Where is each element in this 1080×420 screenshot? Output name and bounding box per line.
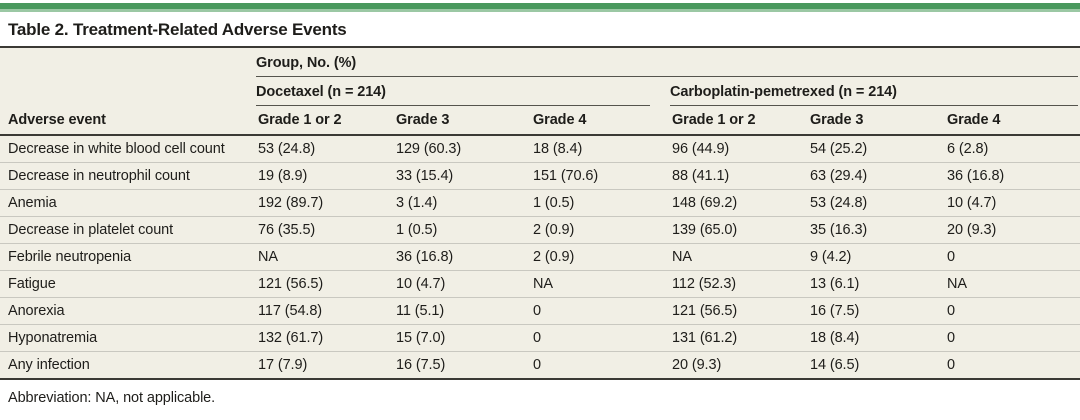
arm-carboplatin-label: Carboplatin-pemetrexed (n = 214) xyxy=(670,77,1079,106)
table-title: Table 2. Treatment-Related Adverse Event… xyxy=(0,12,1080,48)
arm-header-row: Docetaxel (n = 214) Carboplatin-pemetrex… xyxy=(0,77,1080,106)
table-row: Decrease in neutrophil count 19 (8.9) 33… xyxy=(0,162,1080,190)
cell-value: 18 (8.4) xyxy=(523,135,662,163)
column-header-grade-1or2-docetaxel: Grade 1 or 2 xyxy=(248,106,386,136)
cell-value: 16 (7.5) xyxy=(800,297,937,325)
cell-value: 14 (6.5) xyxy=(800,351,937,380)
cell-value: 131 (61.2) xyxy=(662,324,800,352)
cell-value: 6 (2.8) xyxy=(937,135,1080,163)
column-header-grade-3-docetaxel: Grade 3 xyxy=(386,106,523,136)
cell-value: 0 xyxy=(523,324,662,352)
cell-value: 53 (24.8) xyxy=(248,135,386,163)
cell-value: 63 (29.4) xyxy=(800,162,937,190)
column-header-adverse-event: Adverse event xyxy=(0,106,248,136)
cell-value: 121 (56.5) xyxy=(662,297,800,325)
cell-value: 0 xyxy=(937,324,1080,352)
cell-value: 16 (7.5) xyxy=(386,351,523,380)
column-header-grade-4-docetaxel: Grade 4 xyxy=(523,106,662,136)
group-header-row: Group, No. (%) xyxy=(0,48,1080,77)
cell-value: 10 (4.7) xyxy=(386,270,523,298)
cell-value: 151 (70.6) xyxy=(523,162,662,190)
table-body: Decrease in white blood cell count 53 (2… xyxy=(0,135,1080,380)
cell-value: 148 (69.2) xyxy=(662,189,800,217)
cell-value: 132 (61.7) xyxy=(248,324,386,352)
cell-adverse-event: Anemia xyxy=(0,189,248,217)
column-header-row: Adverse event Grade 1 or 2 Grade 3 Grade… xyxy=(0,106,1080,136)
cell-value: 0 xyxy=(523,297,662,325)
cell-adverse-event: Decrease in neutrophil count xyxy=(0,162,248,190)
table-row: Hyponatremia 132 (61.7) 15 (7.0) 0 131 (… xyxy=(0,324,1080,352)
adverse-events-table: Group, No. (%) Docetaxel (n = 214) Carbo… xyxy=(0,48,1080,380)
cell-adverse-event: Febrile neutropenia xyxy=(0,243,248,271)
table-row: Fatigue 121 (56.5) 10 (4.7) NA 112 (52.3… xyxy=(0,270,1080,298)
cell-value: NA xyxy=(937,270,1080,298)
cell-value: 10 (4.7) xyxy=(937,189,1080,217)
group-header-cell: Group, No. (%) xyxy=(248,48,1080,77)
column-header-grade-1or2-carboplatin: Grade 1 or 2 xyxy=(662,106,800,136)
cell-value: 0 xyxy=(523,351,662,380)
table-row: Decrease in platelet count 76 (35.5) 1 (… xyxy=(0,216,1080,244)
table-header: Group, No. (%) Docetaxel (n = 214) Carbo… xyxy=(0,48,1080,136)
cell-value: 19 (8.9) xyxy=(248,162,386,190)
cell-value: 18 (8.4) xyxy=(800,324,937,352)
cell-adverse-event: Anorexia xyxy=(0,297,248,325)
column-header-grade-4-carboplatin: Grade 4 xyxy=(937,106,1080,136)
table-row: Febrile neutropenia NA 36 (16.8) 2 (0.9)… xyxy=(0,243,1080,271)
cell-value: 121 (56.5) xyxy=(248,270,386,298)
cell-value: 20 (9.3) xyxy=(937,216,1080,244)
cell-value: 96 (44.9) xyxy=(662,135,800,163)
cell-value: 0 xyxy=(937,351,1080,380)
cell-value: 0 xyxy=(937,297,1080,325)
cell-adverse-event: Decrease in platelet count xyxy=(0,216,248,244)
cell-value: 2 (0.9) xyxy=(523,243,662,271)
table-row: Anorexia 117 (54.8) 11 (5.1) 0 121 (56.5… xyxy=(0,297,1080,325)
cell-adverse-event: Decrease in white blood cell count xyxy=(0,135,248,163)
group-header-label: Group, No. (%) xyxy=(256,48,1079,77)
table-row: Decrease in white blood cell count 53 (2… xyxy=(0,135,1080,163)
cell-value: 2 (0.9) xyxy=(523,216,662,244)
cell-value: 1 (0.5) xyxy=(386,216,523,244)
accent-bar-dark xyxy=(0,3,1080,9)
blank-cell xyxy=(0,77,248,106)
cell-value: 139 (65.0) xyxy=(662,216,800,244)
blank-cell xyxy=(0,48,248,77)
cell-value: 13 (6.1) xyxy=(800,270,937,298)
accent-bar xyxy=(0,3,1080,12)
arm-docetaxel-cell: Docetaxel (n = 214) xyxy=(248,77,662,106)
table-row: Anemia 192 (89.7) 3 (1.4) 1 (0.5) 148 (6… xyxy=(0,189,1080,217)
cell-adverse-event: Hyponatremia xyxy=(0,324,248,352)
cell-value: 36 (16.8) xyxy=(386,243,523,271)
cell-value: 117 (54.8) xyxy=(248,297,386,325)
cell-value: NA xyxy=(662,243,800,271)
cell-value: 88 (41.1) xyxy=(662,162,800,190)
cell-value: 20 (9.3) xyxy=(662,351,800,380)
cell-adverse-event: Fatigue xyxy=(0,270,248,298)
cell-value: 11 (5.1) xyxy=(386,297,523,325)
page: Table 2. Treatment-Related Adverse Event… xyxy=(0,3,1080,406)
cell-value: 112 (52.3) xyxy=(662,270,800,298)
cell-value: NA xyxy=(523,270,662,298)
footnote: Abbreviation: NA, not applicable. xyxy=(8,390,216,406)
cell-value: 35 (16.3) xyxy=(800,216,937,244)
cell-value: 36 (16.8) xyxy=(937,162,1080,190)
cell-value: 54 (25.2) xyxy=(800,135,937,163)
arm-docetaxel-label: Docetaxel (n = 214) xyxy=(256,77,650,106)
cell-value: 0 xyxy=(937,243,1080,271)
cell-value: 15 (7.0) xyxy=(386,324,523,352)
cell-value: 17 (7.9) xyxy=(248,351,386,380)
cell-value: 53 (24.8) xyxy=(800,189,937,217)
cell-adverse-event: Any infection xyxy=(0,351,248,380)
table-row: Any infection 17 (7.9) 16 (7.5) 0 20 (9.… xyxy=(0,351,1080,380)
cell-value: 9 (4.2) xyxy=(800,243,937,271)
cell-value: 33 (15.4) xyxy=(386,162,523,190)
cell-value: 192 (89.7) xyxy=(248,189,386,217)
cell-value: 76 (35.5) xyxy=(248,216,386,244)
arm-carboplatin-cell: Carboplatin-pemetrexed (n = 214) xyxy=(662,77,1080,106)
column-header-grade-3-carboplatin: Grade 3 xyxy=(800,106,937,136)
cell-value: NA xyxy=(248,243,386,271)
cell-value: 1 (0.5) xyxy=(523,189,662,217)
cell-value: 129 (60.3) xyxy=(386,135,523,163)
cell-value: 3 (1.4) xyxy=(386,189,523,217)
accent-bar-light xyxy=(0,9,1080,12)
